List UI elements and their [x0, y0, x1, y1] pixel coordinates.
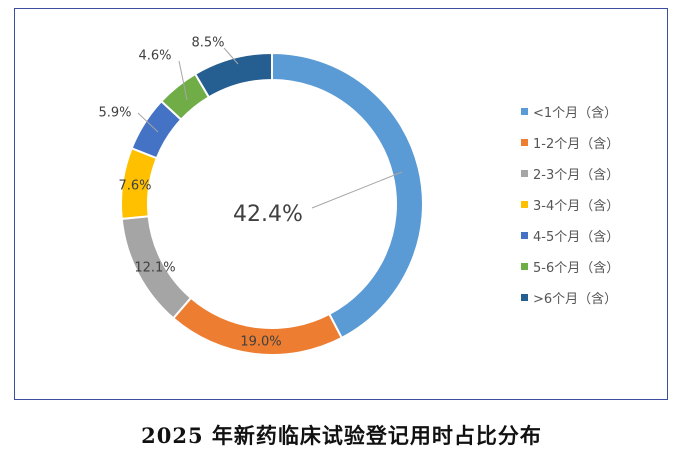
legend-swatch: [521, 201, 528, 208]
legend-label: 5-6个月（含）: [533, 261, 620, 276]
leader-line: [311, 171, 403, 209]
donut-slice: [271, 51, 424, 340]
legend-item: 3-4个月（含）: [521, 189, 619, 220]
leader-line: [178, 60, 188, 101]
slice-data-label: 8.5%: [191, 36, 224, 51]
legend-item: 5-6个月（含）: [521, 251, 619, 282]
leader-line: [137, 112, 159, 133]
legend-item: <1个月（含）: [521, 96, 619, 127]
legend-swatch: [521, 139, 528, 146]
donut-slice: [193, 51, 273, 99]
legend-label: 4-5个月（含）: [533, 230, 620, 245]
legend-swatch: [521, 294, 528, 301]
slice-data-label: 4.6%: [138, 49, 171, 64]
slice-data-label: 5.9%: [98, 106, 131, 121]
slice-data-label: 19.0%: [240, 335, 281, 350]
legend-swatch: [521, 170, 528, 177]
legend-label: 1-2个月（含）: [533, 137, 620, 152]
legend-item: 4-5个月（含）: [521, 220, 619, 251]
slice-data-label: 7.6%: [118, 179, 151, 194]
legend-label: 3-4个月（含）: [533, 199, 620, 214]
chart-legend: <1个月（含） 1-2个月（含） 2-3个月（含） 3-4个月（含） 4-5个月（含） 5…: [521, 96, 619, 313]
legend-swatch: [521, 108, 528, 115]
slice-data-label: 12.1%: [134, 261, 175, 276]
leader-line: [223, 47, 239, 65]
donut-chart: 42.4% 19.0% 12.1% 7.6% 5.9% 4.6% 8.5%: [98, 36, 424, 356]
legend-label: >6个月（含）: [533, 292, 618, 307]
figure-caption: 2025 年新药临床试验登记用时占比分布: [141, 423, 542, 448]
slice-data-label: 42.4%: [233, 202, 303, 227]
legend-label: <1个月（含）: [533, 106, 618, 121]
legend-item: >6个月（含）: [521, 282, 619, 313]
legend-item: 2-3个月（含）: [521, 158, 619, 189]
legend-item: 1-2个月（含）: [521, 127, 619, 158]
legend-swatch: [521, 232, 528, 239]
legend-swatch: [521, 263, 528, 270]
legend-label: 2-3个月（含）: [533, 168, 620, 183]
